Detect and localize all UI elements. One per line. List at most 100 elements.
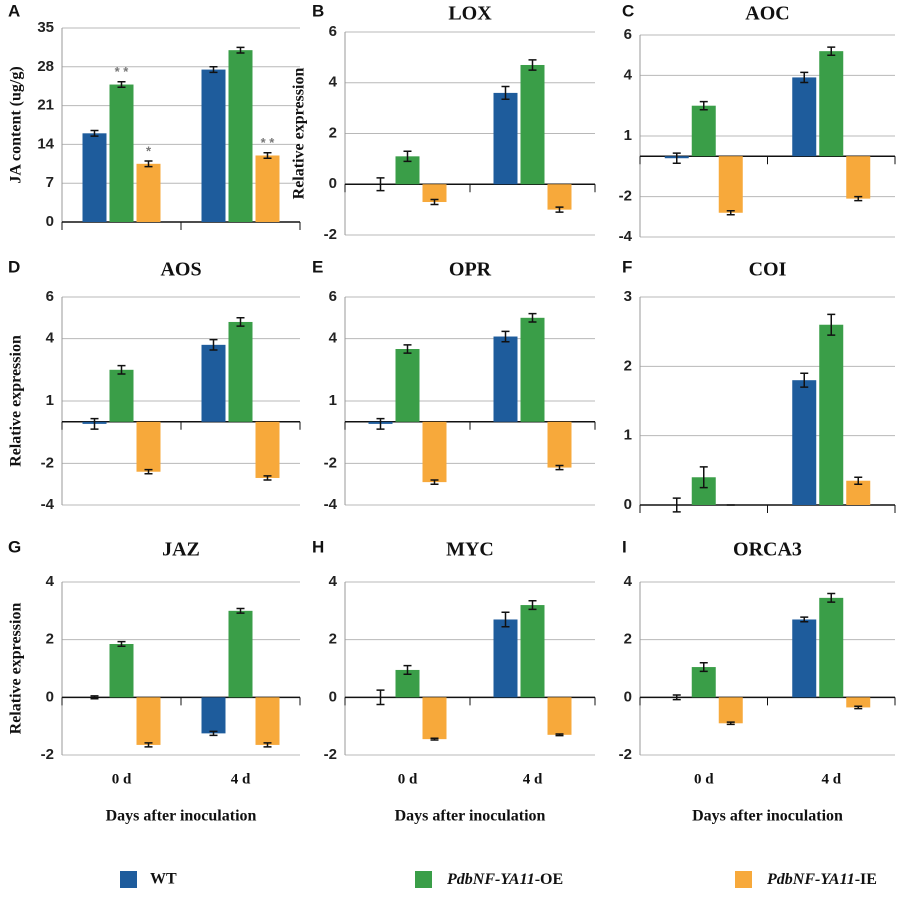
panel-title: AOS [160,259,201,281]
y-axis-label: Relative expression [8,603,25,735]
y-tick-label: 35 [37,19,54,36]
x-tick-label: 4 d [231,771,251,787]
y-tick-label: 28 [37,58,54,75]
annotation: * * [261,135,276,150]
y-tick-label: 1 [624,127,632,144]
x-axis-label: Days after inoculation [395,808,546,825]
error-bar [209,338,218,351]
error-bar [528,599,537,611]
error-bar [854,195,863,202]
error-bar [854,705,863,710]
error-bar [726,721,735,726]
y-tick-label: 0 [46,688,54,705]
y-tick-label: -2 [41,746,54,763]
error-bar [117,640,126,648]
y-axis-label: JA content (ug/g) [8,66,25,183]
error-bar [117,81,126,89]
error-bar [501,330,510,343]
panel-letter: B [312,1,324,20]
bar [109,84,134,222]
error-bar [555,464,564,471]
y-tick-label: -4 [324,496,338,513]
error-bar [800,372,809,388]
y-tick-label: 7 [46,174,54,191]
bar [792,380,817,505]
error-bar [555,733,564,737]
error-bar [726,209,735,216]
bar [547,421,572,468]
y-tick-label: 6 [624,26,632,43]
y-tick-label: 2 [624,631,632,648]
error-bar [854,476,863,485]
annotation: * [146,143,152,158]
bar [520,317,545,422]
bar [547,697,572,735]
bar [691,105,716,157]
error-bar [117,364,126,375]
y-tick-label: -4 [41,496,55,513]
bar [136,163,161,222]
x-tick-label: 0 d [112,771,132,787]
error-bar [263,742,272,748]
error-bar [144,468,153,475]
legend-swatch [735,871,752,888]
y-tick-label: 0 [329,175,337,192]
legend-label: WT [150,871,177,888]
bar [493,619,518,698]
error-bar [90,417,99,430]
bar [792,77,817,157]
error-bar [827,592,836,603]
bar [819,324,844,505]
x-tick-label: 0 d [398,771,418,787]
error-bar [430,198,439,206]
y-axis-label: Relative expression [291,68,308,200]
bar [493,336,518,422]
error-bar [699,661,708,673]
y-tick-label: 2 [329,124,337,141]
y-tick-label: 2 [624,357,632,374]
bar [228,50,253,222]
error-bar [672,152,681,165]
error-bar [800,71,809,84]
error-bar [209,730,218,737]
panel-letter: G [8,537,21,556]
y-tick-label: 4 [624,573,633,590]
y-tick-label: 0 [624,688,632,705]
legend-swatch [120,871,137,888]
panel-title: JAZ [162,539,200,561]
bar [136,697,161,745]
y-tick-label: 1 [624,427,632,444]
panel-letter: I [622,537,627,556]
y-tick-label: 2 [329,631,337,648]
panel-letter: D [8,257,20,276]
panel-title: LOX [448,3,492,25]
legend-swatch [415,871,432,888]
panel-letter: A [8,1,20,20]
y-tick-label: -2 [324,226,337,243]
error-bar [376,689,385,706]
y-tick-label: 2 [46,631,54,648]
error-bar [528,312,537,323]
bar [493,92,518,185]
y-tick-label: 0 [329,688,337,705]
y-tick-label: 6 [329,288,337,305]
error-bar [501,85,510,100]
legend-rest: -OE [535,871,563,888]
bar [422,697,447,740]
x-tick-label: 4 d [523,771,543,787]
bar [520,605,545,698]
bar [201,697,226,734]
panel-title: AOC [745,3,789,25]
error-bar [699,100,708,111]
error-bar [144,742,153,748]
error-bar [800,616,809,623]
error-bar [236,317,245,327]
bar [718,156,743,213]
bar [718,697,743,724]
y-axis-label: Relative expression [8,335,25,467]
bar [255,421,280,478]
panel-letter: E [312,257,323,276]
legend-rest: -IE [855,871,877,888]
bar [422,421,447,483]
error-bar [90,129,99,137]
